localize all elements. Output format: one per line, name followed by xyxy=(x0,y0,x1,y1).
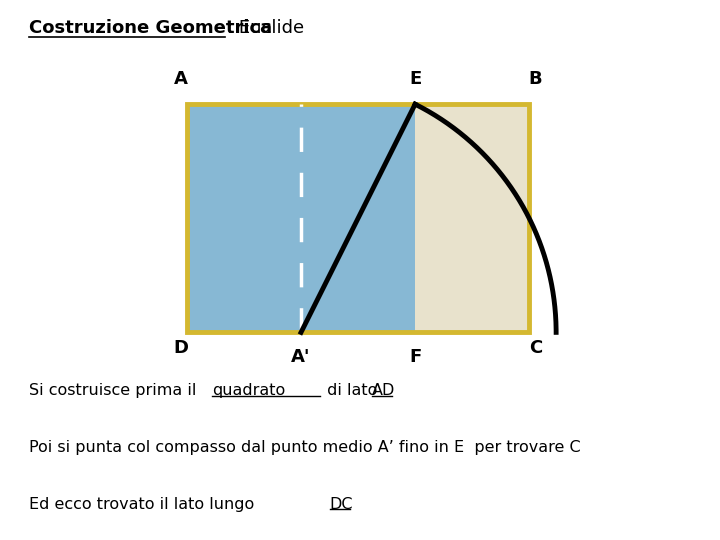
Text: B: B xyxy=(528,70,542,88)
Text: Ed ecco trovato il lato lungo: Ed ecco trovato il lato lungo xyxy=(29,497,259,512)
Text: Poi si punta col compasso dal punto medio A’ fino in E  per trovare C: Poi si punta col compasso dal punto medi… xyxy=(29,440,580,455)
Bar xyxy=(301,104,529,332)
Bar xyxy=(187,104,529,332)
Text: C: C xyxy=(529,339,542,357)
Text: DC: DC xyxy=(330,497,354,512)
Text: : Euclide: : Euclide xyxy=(227,19,304,37)
Text: di lato: di lato xyxy=(322,383,382,399)
Text: A: A xyxy=(174,70,187,88)
Text: E: E xyxy=(409,70,421,88)
Text: D: D xyxy=(173,339,188,357)
Text: AD: AD xyxy=(372,383,395,399)
Text: A': A' xyxy=(292,348,311,366)
Text: Costruzione Geometrica: Costruzione Geometrica xyxy=(29,19,272,37)
Bar xyxy=(187,104,415,332)
Text: F: F xyxy=(409,348,421,366)
Text: quadrato: quadrato xyxy=(212,383,285,399)
Text: Si costruisce prima il: Si costruisce prima il xyxy=(29,383,202,399)
